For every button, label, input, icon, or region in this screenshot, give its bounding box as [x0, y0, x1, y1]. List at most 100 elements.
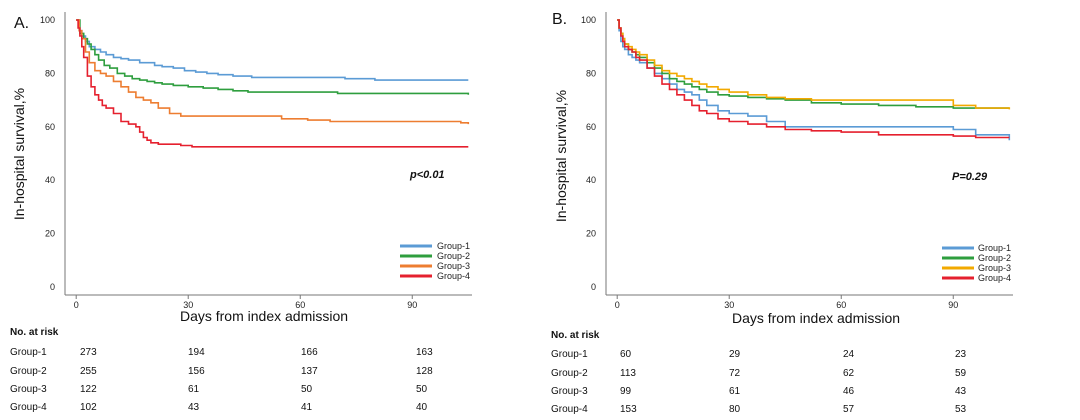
- panel-b-risk-cell: 62: [843, 368, 855, 379]
- panel-b-risk-cell: 57: [843, 404, 855, 415]
- panel-b-risk-cell: 72: [729, 368, 741, 379]
- panel-a-y-tick-label: 60: [45, 122, 55, 132]
- panel-a-y-tick-label: 40: [45, 175, 55, 185]
- panel-b-y-tick-label: 80: [586, 68, 596, 78]
- panel-a-legend-label-1: Group-1: [437, 241, 470, 251]
- panel-b-risk-cell: 43: [955, 386, 967, 397]
- panel-a-risk-row-label: Group-1: [10, 347, 47, 358]
- panel-a-y-ticks: 0 20 40 60 80 100: [40, 15, 55, 292]
- panel-a-risk-row-label: Group-3: [10, 384, 47, 395]
- panel-a-x-tick-label: 0: [74, 300, 79, 310]
- panel-b-risk-cell: 24: [843, 349, 855, 360]
- panel-a-risk-cell: 137: [301, 366, 318, 377]
- panel-b-legend-label-1: Group-1: [978, 243, 1011, 253]
- panel-b-y-ticks: 0 20 40 60 80 100: [581, 15, 596, 292]
- panel-b-risk-cell: 23: [955, 349, 967, 360]
- panel-a-curve-group-2: [76, 19, 470, 95]
- panel-a-risk-cell: 61: [188, 384, 200, 395]
- panel-b-risk-cell: 153: [620, 404, 637, 415]
- panel-a-legend: Group-1 Group-2 Group-3 Group-4: [400, 241, 470, 281]
- panel-a-y-tick-label: 100: [40, 15, 55, 25]
- panel-a-plot-area: 0 20 40 60 80 100 0 30 60 90: [40, 12, 472, 310]
- panel-a-curve-group-1: [76, 19, 469, 81]
- panel-b-legend-label-2: Group-2: [978, 253, 1011, 263]
- panel-b-risk-cell: 113: [620, 368, 636, 379]
- panel-b-legend: Group-1 Group-2 Group-3 Group-4: [942, 243, 1011, 283]
- panel-a-risk-cell: 41: [301, 402, 313, 413]
- panel-a-legend-label-2: Group-2: [437, 251, 470, 261]
- panel-a-risk-row-label: Group-2: [10, 366, 47, 377]
- panel-b-plot-area: 0 20 40 60 80 100 0 30 60 90: [581, 12, 1013, 310]
- panel-b-risk-row-label: Group-4: [551, 404, 588, 415]
- panel-a-risk-cell: 43: [188, 402, 200, 413]
- panel-a-x-tick-label: 60: [295, 300, 305, 310]
- panel-a-risk-cell: 40: [416, 402, 428, 413]
- panel-a: A. In-hospital survival,% 0 20 40 60 80 100 0…: [10, 12, 472, 413]
- panel-b-curve-group-1: [617, 19, 1011, 141]
- panel-a-risk-row-label: Group-4: [10, 402, 47, 413]
- panel-b-p-value: P=0.29: [952, 171, 988, 183]
- panel-b-risk-table: No. at risk Group-1 60 29 24 23 Group-2 …: [551, 330, 967, 415]
- panel-b-y-tick-label: 40: [586, 175, 596, 185]
- panel-a-risk-cell: 194: [188, 347, 205, 358]
- panel-b-survival-curves: [617, 19, 1011, 141]
- panel-b-risk-row-label: Group-2: [551, 368, 588, 379]
- panel-b-risk-cell: 29: [729, 349, 741, 360]
- panel-b-risk-cell: 60: [620, 349, 632, 360]
- panel-a-risk-table: No. at risk Group-1 273 194 166 163 Grou…: [10, 327, 433, 413]
- panel-b-risk-cell: 59: [955, 368, 967, 379]
- panel-b: B. In-hospital survival,% 0 20 40 60 80 100 0…: [551, 11, 1013, 415]
- panel-b-curve-group-4: [617, 19, 1010, 139]
- panel-a-legend-label-4: Group-4: [437, 271, 470, 281]
- panel-a-risk-cell: 50: [416, 384, 428, 395]
- panel-a-x-ticks: 0 30 60 90: [74, 295, 417, 310]
- panel-a-legend-label-3: Group-3: [437, 261, 470, 271]
- panel-b-risk-row-label: Group-1: [551, 349, 588, 360]
- panel-a-y-tick-label: 80: [45, 68, 55, 78]
- panel-b-x-tick-label: 30: [724, 300, 734, 310]
- panel-b-legend-label-4: Group-4: [978, 273, 1011, 283]
- panel-b-y-axis-title: In-hospital survival,%: [553, 90, 569, 222]
- panel-a-risk-cell: 255: [80, 366, 97, 377]
- panel-b-risk-table-title: No. at risk: [551, 330, 600, 341]
- panel-b-y-tick-label: 60: [586, 122, 596, 132]
- panel-a-curve-group-3: [76, 19, 470, 125]
- panel-a-risk-cell: 273: [80, 347, 97, 358]
- panel-a-risk-cell: 128: [416, 366, 433, 377]
- panel-b-risk-cell: 99: [620, 386, 632, 397]
- panel-b-x-tick-label: 60: [836, 300, 846, 310]
- panel-b-x-tick-label: 0: [615, 300, 620, 310]
- panel-b-risk-row-label: Group-3: [551, 386, 588, 397]
- panel-b-label: B.: [552, 11, 567, 28]
- panel-b-risk-cell: 61: [729, 386, 741, 397]
- panel-a-y-axis-title: In-hospital survival,%: [11, 88, 27, 220]
- panel-a-risk-cell: 50: [301, 384, 313, 395]
- panel-b-x-tick-label: 90: [948, 300, 958, 310]
- panel-a-x-axis-title: Days from index admission: [180, 308, 348, 324]
- panel-a-y-tick-label: 20: [45, 229, 55, 239]
- panel-a-risk-cell: 166: [301, 347, 318, 358]
- panel-a-risk-cell: 163: [416, 347, 433, 358]
- panel-b-risk-cell: 46: [843, 386, 855, 397]
- panel-a-risk-table-title: No. at risk: [10, 327, 59, 338]
- panel-a-y-tick-label: 0: [50, 282, 55, 292]
- panel-b-x-ticks: 0 30 60 90: [615, 295, 958, 310]
- panel-b-y-tick-label: 100: [581, 15, 596, 25]
- panel-b-curve-group-2: [617, 19, 1010, 109]
- panel-b-y-tick-label: 0: [591, 282, 596, 292]
- panel-a-x-tick-label: 90: [407, 300, 417, 310]
- panel-a-risk-cell: 122: [80, 384, 97, 395]
- panel-a-risk-cell: 156: [188, 366, 205, 377]
- panel-b-curve-group-3: [617, 19, 1011, 110]
- panel-b-legend-label-3: Group-3: [978, 263, 1011, 273]
- panel-b-risk-cell: 53: [955, 404, 967, 415]
- panel-b-risk-cell: 80: [729, 404, 741, 415]
- panel-b-y-tick-label: 20: [586, 229, 596, 239]
- panel-a-risk-cell: 102: [80, 402, 97, 413]
- panel-a-p-value: p<0.01: [409, 169, 445, 181]
- panel-a-curve-group-4: [76, 19, 469, 148]
- panel-b-x-axis-title: Days from index admission: [732, 310, 900, 326]
- panel-a-survival-curves: [76, 19, 470, 148]
- panel-a-label: A.: [14, 15, 29, 32]
